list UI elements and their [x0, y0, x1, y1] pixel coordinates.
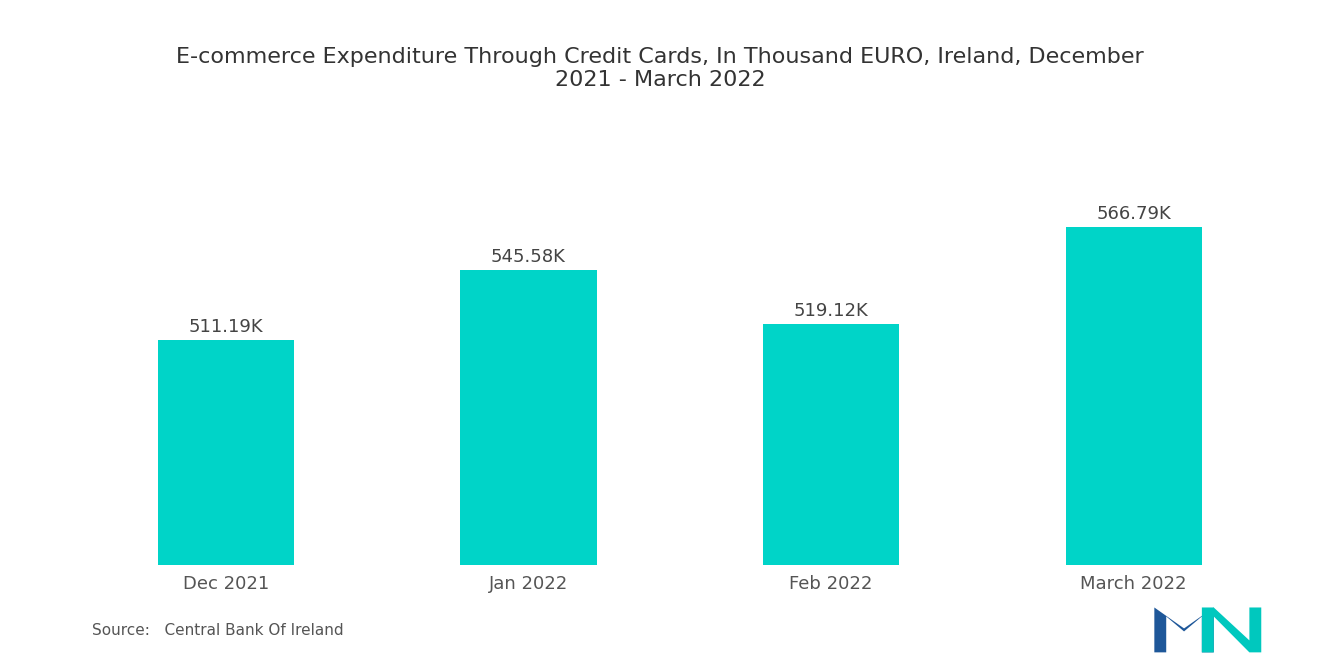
Bar: [461, 271, 597, 665]
Text: 545.58K: 545.58K: [491, 248, 566, 267]
Polygon shape: [1154, 608, 1214, 652]
Text: 519.12K: 519.12K: [793, 302, 869, 320]
Polygon shape: [1203, 608, 1262, 652]
Text: E-commerce Expenditure Through Credit Cards, In Thousand EURO, Ireland, December: E-commerce Expenditure Through Credit Ca…: [176, 47, 1144, 90]
Bar: [158, 340, 294, 665]
Text: 511.19K: 511.19K: [189, 318, 263, 336]
Bar: [1065, 227, 1201, 665]
Text: Source:   Central Bank Of Ireland: Source: Central Bank Of Ireland: [92, 623, 345, 638]
Bar: [763, 324, 899, 665]
Text: 566.79K: 566.79K: [1097, 205, 1171, 223]
